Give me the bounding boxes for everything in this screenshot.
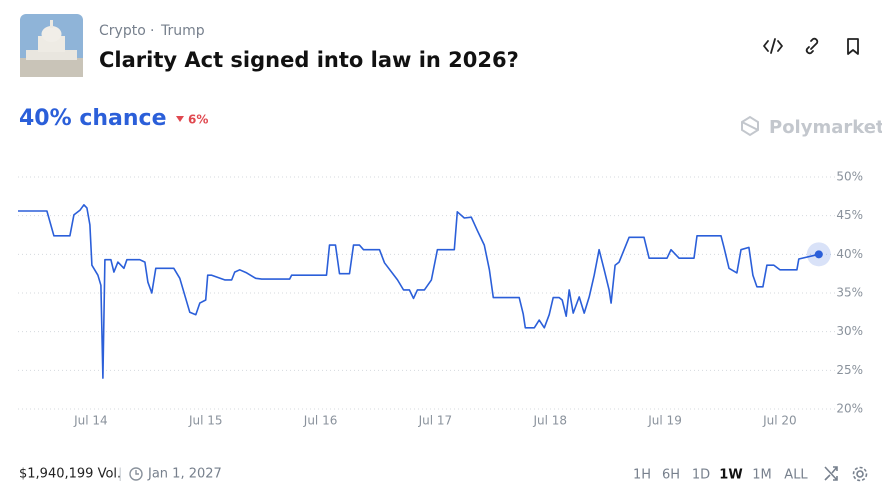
range-button[interactable]: 1D	[692, 468, 710, 483]
y-tick-label: 45%	[836, 208, 863, 222]
category[interactable]: Trump	[160, 23, 205, 39]
range-button[interactable]: 1W	[719, 468, 742, 483]
embed-button[interactable]	[763, 38, 783, 54]
market-image	[20, 14, 83, 77]
down-arrow	[176, 116, 184, 122]
link-button[interactable]	[805, 37, 819, 55]
market-title: Clarity Act signed into law in 2026?	[99, 48, 519, 72]
range-button[interactable]: 6H	[662, 468, 680, 483]
range-selector: 1H 6H 1D 1W 1M ALL	[633, 468, 808, 483]
y-tick-label: 35%	[836, 286, 863, 300]
y-tick-label: 25%	[836, 363, 863, 377]
end-date: Jan 1, 2027	[147, 467, 222, 482]
range-button[interactable]: ALL	[784, 468, 808, 483]
chart: 20% 25% 30% 35% 40% 45% 50% Jul 14 Jul 15 Jul 16 J…	[18, 170, 863, 428]
y-tick-label: 40%	[836, 247, 863, 261]
range-button[interactable]: 1H	[633, 468, 651, 483]
x-tick-label: Jul 14	[73, 414, 108, 428]
y-tick-label: 30%	[836, 324, 863, 338]
compare-button[interactable]	[824, 466, 838, 481]
x-tick-label: Jul 17	[418, 414, 453, 428]
x-tick-label: Jul 20	[762, 414, 797, 428]
separator: ·	[150, 23, 154, 39]
x-tick-label: Jul 19	[647, 414, 682, 428]
clock-icon	[129, 467, 143, 481]
bookmark-button[interactable]	[847, 38, 859, 55]
volume: $1,940,199 Vol.	[19, 467, 121, 482]
x-tick-label: Jul 16	[303, 414, 338, 428]
separator: |	[118, 467, 122, 482]
y-tick-label: 20%	[836, 402, 863, 416]
range-button[interactable]: 1M	[752, 468, 772, 483]
brand: Polymarket	[769, 117, 882, 138]
price-line	[18, 204, 819, 379]
x-tick-label: Jul 15	[188, 414, 223, 428]
change: 6%	[188, 113, 208, 127]
chance: 40% chance	[19, 106, 167, 131]
y-tick-label: 50%	[836, 170, 863, 184]
settings-button[interactable]	[852, 466, 868, 482]
current-point	[814, 250, 823, 259]
x-tick-label: Jul 18	[532, 414, 567, 428]
brand-logo	[741, 115, 759, 137]
category[interactable]: Crypto	[99, 23, 146, 39]
